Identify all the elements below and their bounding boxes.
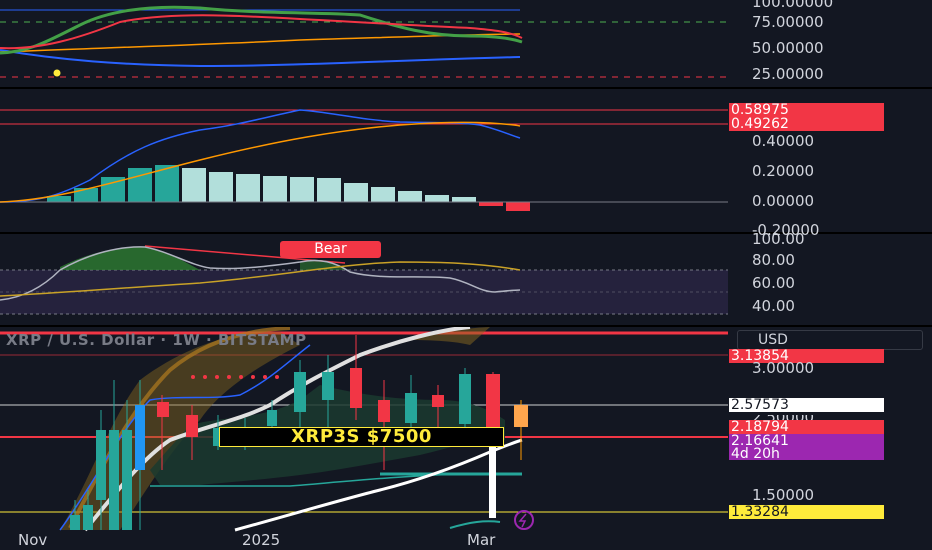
bear-divergence-badge: Bear bbox=[280, 241, 381, 258]
time-axis-label: Nov bbox=[18, 531, 48, 549]
rsi-axis-label: 75.00000 bbox=[752, 13, 824, 31]
price-axis-label: 1.50000 bbox=[752, 486, 815, 504]
stoch-axis-label: 40.00 bbox=[752, 297, 795, 315]
panel-separator bbox=[0, 232, 932, 234]
macd-axis-label: 0.00000 bbox=[752, 192, 815, 210]
macd-axis-label: 0.40000 bbox=[752, 132, 815, 150]
top-green-line bbox=[0, 5, 523, 55]
stoch-panel bbox=[0, 245, 728, 315]
price-axis-label: 3.00000 bbox=[752, 359, 815, 377]
currency-selector[interactable]: USD bbox=[737, 330, 923, 350]
price-label-current: 2.57573 bbox=[729, 398, 884, 412]
time-axis-label: 2025 bbox=[242, 531, 281, 549]
annotation-banner: XRP3S $7500 bbox=[219, 427, 504, 447]
symbol-title[interactable]: XRP / U.S. Dollar · 1W · BITSTAMP bbox=[6, 331, 307, 349]
price-label-resistance: 3.13854 bbox=[729, 349, 884, 363]
time-axis-label: Mar bbox=[467, 531, 496, 549]
panel-separator bbox=[0, 87, 932, 89]
stoch-axis-label: 100.00 bbox=[752, 230, 805, 248]
rsi-axis-label: 50.00000 bbox=[752, 39, 824, 57]
stoch-k-line bbox=[0, 246, 521, 301]
panel-separator bbox=[0, 325, 932, 327]
macd-histogram bbox=[47, 165, 530, 211]
top-blue-line bbox=[0, 49, 521, 68]
top-red-line bbox=[0, 14, 523, 50]
rsi-axis-label: 100.00000 bbox=[752, 0, 834, 11]
rsi-axis-label: 25.00000 bbox=[752, 65, 824, 83]
signal-line bbox=[0, 121, 521, 203]
stoch-axis-label: 80.00 bbox=[752, 251, 795, 269]
price-label-target: 1.33284 bbox=[729, 505, 884, 519]
top-dot-marker bbox=[53, 69, 61, 77]
price-label-close: 2.16641 bbox=[729, 434, 884, 448]
dotted-resistance bbox=[191, 375, 279, 379]
macd-axis-label: -0.20000 bbox=[752, 221, 820, 239]
macd-panel bbox=[0, 109, 728, 211]
macd-line bbox=[0, 109, 521, 203]
cloud-fill bbox=[60, 331, 300, 530]
macd-price-label: 0.58975 bbox=[729, 103, 884, 117]
vertical-drop-marker bbox=[489, 440, 496, 518]
stoch-d-line bbox=[0, 261, 521, 297]
macd-axis-label: 0.20000 bbox=[752, 162, 815, 180]
stoch-axis-label: 60.00 bbox=[752, 274, 795, 292]
macd-price-label: 0.49262 bbox=[729, 117, 884, 131]
countdown-label: 4d 20h bbox=[729, 447, 884, 461]
lightning-icon bbox=[514, 510, 534, 530]
candles bbox=[70, 335, 528, 530]
price-label-support: 2.18794 bbox=[729, 420, 884, 434]
top-indicator-panel bbox=[0, 5, 728, 78]
